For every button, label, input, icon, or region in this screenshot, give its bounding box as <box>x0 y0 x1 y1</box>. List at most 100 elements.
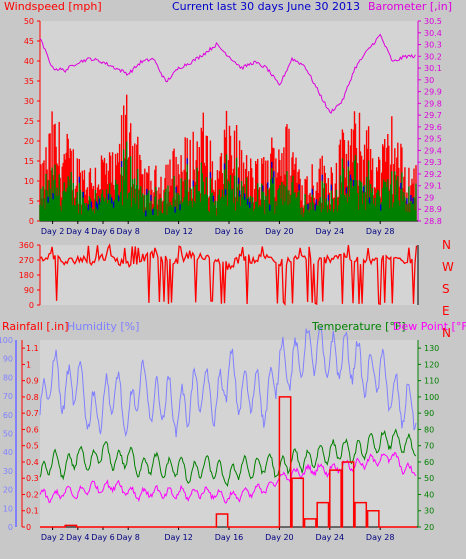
windspeed-axis-title: Windspeed [mph] <box>4 0 102 13</box>
rain-humidity-temp-chart: 0 0.1 0.2 0.3 0.4 0.5 0.6 0.7 0.8 0.9 1 1.1 0 10 20 30 4… <box>0 325 439 542</box>
temperature-tick-label: 130 <box>424 344 439 353</box>
x-tick-label: Day 28 <box>366 227 395 236</box>
wind-core-series <box>47 158 414 217</box>
rainfall-tick-label: 0.1 <box>26 507 39 516</box>
direction-tick-label: 90 <box>24 286 34 295</box>
rainfall-tick-label: 0.5 <box>26 442 39 451</box>
x-tick-label: Day 4 <box>66 227 89 236</box>
x-tick-label: Day 2 <box>41 227 64 236</box>
barometer-tick-label: 30.3 <box>424 41 442 50</box>
humidity-tick-label: 60 <box>3 411 13 420</box>
rainfall-tick-label: 1.1 <box>26 344 39 353</box>
barometer-tick-label: 29.4 <box>424 146 442 155</box>
rainfall-tick-label: 0.8 <box>26 393 39 402</box>
direction-tick-label: 0 <box>29 301 34 310</box>
temperature-tick-label: 110 <box>424 377 439 386</box>
x-tick-label: Day 28 <box>366 533 395 542</box>
x-tick-label: Day 20 <box>265 533 294 542</box>
x-tick-label: Day 8 <box>116 533 139 542</box>
x-tick-label: Day 12 <box>164 227 193 236</box>
temperature-tick-label: 120 <box>424 360 439 369</box>
temperature-tick-label: 80 <box>424 425 434 434</box>
rainfall-series <box>40 396 417 528</box>
direction-tick-label: 270 <box>19 256 34 265</box>
direction-tick-label: 360 <box>19 241 34 250</box>
temperature-series <box>39 428 417 488</box>
wind-average-series <box>39 141 417 221</box>
windspeed-tick-label: 5 <box>29 197 34 206</box>
barometer-tick-label: 28.8 <box>424 217 442 226</box>
x-tick-label: Day 16 <box>215 227 244 236</box>
compass-label: N <box>442 326 451 340</box>
x-tick-label: Day 6 <box>91 227 114 236</box>
barometer-tick-label: 28.9 <box>424 205 442 214</box>
windspeed-tick-label: 20 <box>24 137 34 146</box>
humidity-axis-title: Humidity [%] <box>67 320 139 333</box>
barometer-tick-label: 30.2 <box>424 52 442 61</box>
x-tick-label: Day 24 <box>316 227 345 236</box>
rainfall-tick-label: 0.7 <box>26 409 39 418</box>
humidity-tick-label: 100 <box>0 336 13 345</box>
compass-label: E <box>442 304 450 318</box>
humidity-tick-label: 50 <box>3 430 13 439</box>
temperature-tick-label: 50 <box>424 474 434 483</box>
rainfall-tick-label: 0.2 <box>26 490 39 499</box>
windspeed-tick-label: 40 <box>24 57 34 66</box>
x-tick-label: Day 2 <box>41 533 64 542</box>
temperature-tick-label: 70 <box>424 442 434 451</box>
barometer-tick-label: 30.1 <box>424 64 442 73</box>
humidity-tick-label: 90 <box>3 355 13 364</box>
humidity-series <box>39 325 417 438</box>
wind-direction-series <box>39 243 418 306</box>
barometer-tick-label: 29.9 <box>424 88 442 97</box>
windspeed-tick-label: 25 <box>24 117 34 126</box>
temperature-tick-label: 60 <box>424 458 434 467</box>
barometer-tick-label: 30 <box>424 76 434 85</box>
temperature-tick-label: 100 <box>424 393 439 402</box>
temperature-tick-label: 30 <box>424 507 434 516</box>
rainfall-axis-title: Rainfall [.in] <box>2 320 69 333</box>
rainfall-tick-label: 0.9 <box>26 377 39 386</box>
windspeed-tick-label: 45 <box>24 37 34 46</box>
rainfall-tick-label: 0 <box>26 523 31 532</box>
windspeed-tick-label: 0 <box>29 217 34 226</box>
windspeed-tick-label: 35 <box>24 77 34 86</box>
compass-label: N <box>442 238 451 252</box>
x-tick-label: Day 4 <box>66 533 89 542</box>
barometer-tick-label: 29.1 <box>424 182 442 191</box>
compass-label: S <box>442 282 450 296</box>
humidity-tick-label: 40 <box>3 448 13 457</box>
rainfall-tick-label: 0.3 <box>26 474 39 483</box>
x-tick-label: Day 20 <box>265 227 294 236</box>
barometer-tick-label: 29 <box>424 193 434 202</box>
humidity-tick-label: 30 <box>3 467 13 476</box>
rainfall-tick-label: 0.6 <box>26 425 39 434</box>
direction-tick-label: 180 <box>19 271 34 280</box>
barometer-tick-label: 29.6 <box>424 123 442 132</box>
humidity-tick-label: 20 <box>3 486 13 495</box>
chart-title: Current last 30 days June 30 2013 <box>172 0 360 13</box>
temperature-tick-label: 20 <box>424 523 434 532</box>
barometer-tick-label: 29.5 <box>424 135 442 144</box>
barometer-series <box>39 33 416 115</box>
humidity-tick-label: 0 <box>8 523 13 532</box>
humidity-tick-label: 70 <box>3 392 13 401</box>
windspeed-tick-label: 50 <box>24 17 34 26</box>
x-tick-label: Day 12 <box>164 533 193 542</box>
x-tick-label: Day 24 <box>316 533 345 542</box>
x-tick-label: Day 6 <box>91 533 114 542</box>
compass-label: W <box>442 260 454 274</box>
barometer-tick-label: 29.2 <box>424 170 442 179</box>
barometer-tick-label: 29.3 <box>424 158 442 167</box>
temperature-axis-title: Temperature [°F] <box>311 320 406 333</box>
wind-direction-chart: 0 90 180 270 360 <box>19 241 419 310</box>
x-tick-label: Day 8 <box>116 227 139 236</box>
temperature-tick-label: 40 <box>424 490 434 499</box>
barometer-tick-label: 29.7 <box>424 111 442 120</box>
rainfall-tick-label: 0.4 <box>26 458 39 467</box>
windspeed-tick-label: 10 <box>24 177 34 186</box>
rainfall-tick-label: 1 <box>26 360 31 369</box>
plot-area <box>40 245 418 305</box>
